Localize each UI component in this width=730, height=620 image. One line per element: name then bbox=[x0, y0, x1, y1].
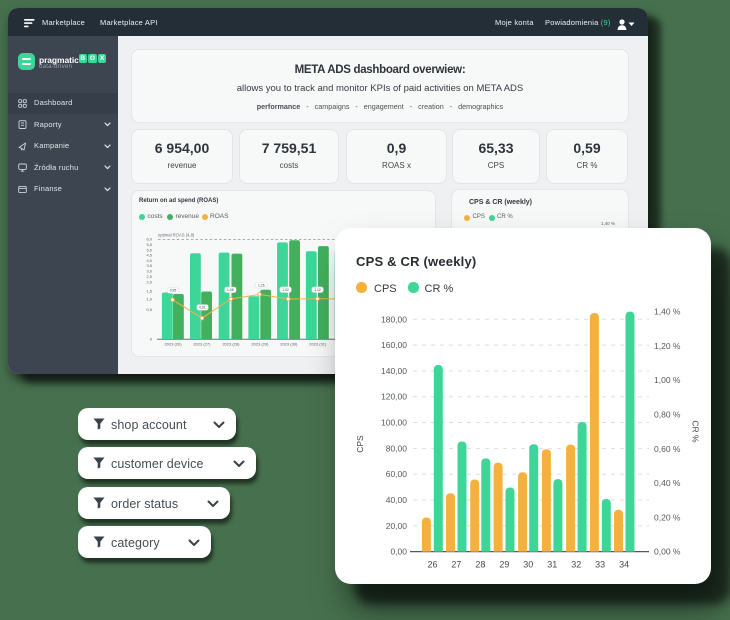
svg-text:180,00: 180,00 bbox=[381, 314, 407, 324]
svg-text:30: 30 bbox=[523, 560, 533, 570]
svg-text:2023 (28): 2023 (28) bbox=[222, 342, 240, 347]
svg-text:optimal ROAS (4,8): optimal ROAS (4,8) bbox=[158, 233, 195, 238]
svg-text:1,0: 1,0 bbox=[146, 297, 152, 302]
svg-text:0,60 %: 0,60 % bbox=[654, 444, 681, 454]
svg-text:0,80 %: 0,80 % bbox=[654, 410, 681, 420]
svg-text:0,00: 0,00 bbox=[390, 547, 407, 557]
svg-text:2023 (30): 2023 (30) bbox=[280, 342, 298, 347]
svg-text:160,00: 160,00 bbox=[381, 340, 407, 350]
svg-text:140,00: 140,00 bbox=[381, 366, 407, 376]
svg-text:0,00 %: 0,00 % bbox=[654, 547, 681, 557]
svg-text:32: 32 bbox=[571, 560, 581, 570]
svg-text:0,20 %: 0,20 % bbox=[654, 512, 681, 522]
svg-text:0,5: 0,5 bbox=[146, 307, 152, 312]
svg-text:20,00: 20,00 bbox=[386, 521, 408, 531]
svg-text:6,0: 6,0 bbox=[146, 237, 152, 242]
svg-text:31: 31 bbox=[547, 560, 557, 570]
svg-text:26: 26 bbox=[427, 560, 437, 570]
svg-text:2023 (27): 2023 (27) bbox=[193, 342, 211, 347]
svg-text:1,02: 1,02 bbox=[282, 288, 289, 292]
svg-text:2,5: 2,5 bbox=[146, 274, 152, 279]
svg-text:2,0: 2,0 bbox=[146, 279, 152, 284]
svg-text:29: 29 bbox=[499, 560, 509, 570]
svg-text:100,00: 100,00 bbox=[381, 418, 407, 428]
svg-text:1,20 %: 1,20 % bbox=[654, 341, 681, 351]
svg-text:33: 33 bbox=[595, 560, 605, 570]
svg-text:27: 27 bbox=[451, 560, 461, 570]
svg-text:0,40 %: 0,40 % bbox=[654, 478, 681, 488]
svg-text:5,0: 5,0 bbox=[146, 247, 152, 252]
svg-text:1,40 %: 1,40 % bbox=[654, 307, 681, 317]
svg-text:1,00 %: 1,00 % bbox=[654, 375, 681, 385]
svg-text:2023 (31): 2023 (31) bbox=[309, 342, 327, 347]
svg-text:3,5: 3,5 bbox=[146, 263, 152, 268]
svg-text:CR %: CR % bbox=[691, 420, 701, 443]
svg-text:60,00: 60,00 bbox=[386, 469, 408, 479]
svg-text:40,00: 40,00 bbox=[386, 495, 408, 505]
svg-text:4,0: 4,0 bbox=[146, 258, 152, 263]
svg-text:1,5: 1,5 bbox=[146, 288, 152, 293]
svg-text:CPS: CPS bbox=[355, 435, 365, 453]
svg-text:0,95: 0,95 bbox=[170, 289, 177, 293]
svg-text:5,5: 5,5 bbox=[146, 242, 152, 247]
svg-text:1,12: 1,12 bbox=[314, 288, 321, 292]
svg-text:1,26: 1,26 bbox=[258, 283, 265, 287]
svg-text:2023 (29): 2023 (29) bbox=[251, 342, 269, 347]
svg-text:0,61: 0,61 bbox=[199, 306, 206, 310]
svg-text:80,00: 80,00 bbox=[386, 443, 408, 453]
svg-text:3,0: 3,0 bbox=[146, 268, 152, 273]
svg-text:4,5: 4,5 bbox=[146, 253, 152, 258]
svg-text:28: 28 bbox=[475, 560, 485, 570]
svg-text:2023 (26): 2023 (26) bbox=[164, 342, 182, 347]
svg-text:34: 34 bbox=[619, 560, 629, 570]
svg-text:0: 0 bbox=[150, 337, 153, 342]
svg-text:1,08: 1,08 bbox=[227, 288, 234, 292]
svg-text:120,00: 120,00 bbox=[381, 392, 407, 402]
